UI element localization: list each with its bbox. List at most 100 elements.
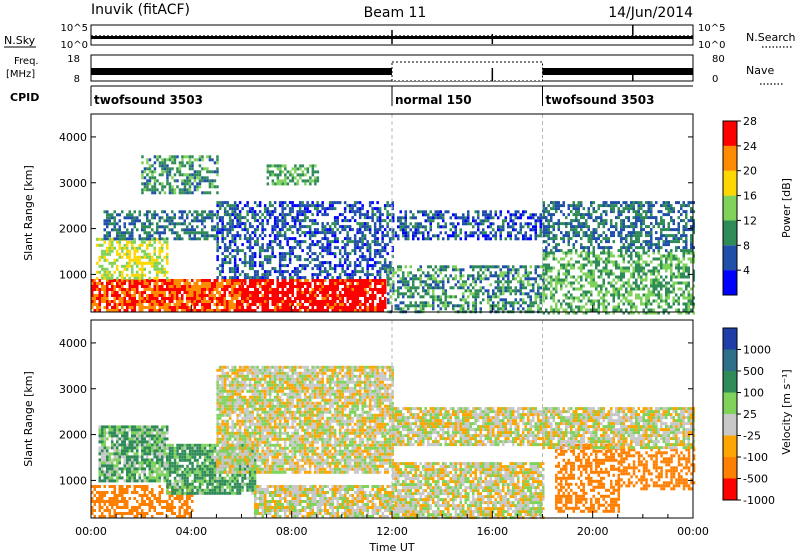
heat-cell-power-2 xyxy=(103,270,106,274)
heat-cell-power-7 xyxy=(504,237,507,241)
heat-cell-power-3 xyxy=(121,231,124,235)
heat-cell-power-1 xyxy=(241,306,244,309)
heat-cell-power-4 xyxy=(323,267,327,271)
heat-cell-power-0 xyxy=(143,288,146,291)
heat-cell-power-8 xyxy=(560,257,563,261)
heat-cell-power-8 xyxy=(547,251,550,255)
heat-cell-power-7 xyxy=(442,213,445,217)
heat-cell-power-4 xyxy=(331,276,334,280)
heat-cell-power-0 xyxy=(198,297,201,300)
heat-cell-power-3 xyxy=(118,231,121,235)
heat-cell-power-3 xyxy=(201,210,204,214)
heat-cell-power-9 xyxy=(645,201,648,205)
heat-cell-power-4 xyxy=(271,213,274,217)
heat-cell-power-4 xyxy=(348,237,352,241)
heat-cell-power-0 xyxy=(98,303,101,306)
heat-cell-power-4 xyxy=(238,213,242,217)
heat-cell-power-1 xyxy=(286,300,289,303)
heat-cell-power-7 xyxy=(429,222,432,226)
heat-cell-power-3 xyxy=(196,225,199,229)
heat-cell-power-10 xyxy=(146,167,149,171)
heat-cell-power-4 xyxy=(371,264,374,268)
heat-cell-power-4 xyxy=(361,222,364,226)
heat-cell-power-2 xyxy=(126,264,129,268)
heat-cell-power-9 xyxy=(567,234,570,238)
heat-cell-power-9 xyxy=(685,210,688,214)
heat-cell-power-4 xyxy=(358,246,362,250)
heat-cell-power-9 xyxy=(635,240,638,244)
heat-cell-power-4 xyxy=(373,261,377,265)
heat-cell-power-4 xyxy=(321,261,324,265)
heat-cell-power-7 xyxy=(529,213,532,217)
heat-cell-power-2 xyxy=(133,246,136,250)
heat-cell-power-0 xyxy=(208,306,211,309)
heat-cell-power-10 xyxy=(166,176,169,180)
heat-cell-power-2 xyxy=(106,249,109,253)
heat-cell-power-8 xyxy=(645,293,648,297)
heat-cell-power-8 xyxy=(550,293,553,297)
heat-cell-power-7 xyxy=(512,219,515,223)
heat-cell-power-8 xyxy=(670,260,673,264)
heat-cell-power-0 xyxy=(176,285,179,288)
heat-cell-power-4 xyxy=(358,231,362,235)
heat-cell-power-7 xyxy=(409,222,412,226)
heat-cell-power-1 xyxy=(349,285,352,288)
heat-cell-power-4 xyxy=(356,228,359,232)
heat-cell-power-0 xyxy=(196,282,199,285)
heat-cell-power-4 xyxy=(336,219,339,223)
heat-cell-power-4 xyxy=(358,264,362,268)
heat-cell-power-1 xyxy=(331,282,334,285)
heat-cell-power-5 xyxy=(304,179,307,183)
heat-cell-power-9 xyxy=(585,225,588,229)
heat-cell-power-4 xyxy=(363,225,367,229)
heat-cell-power-1 xyxy=(334,300,337,303)
heat-cell-power-6 xyxy=(472,304,475,308)
heat-cell-power-7 xyxy=(502,219,505,223)
heat-cell-power-3 xyxy=(186,216,189,220)
heat-cell-power-0 xyxy=(106,291,109,294)
heat-cell-power-8 xyxy=(617,308,620,312)
heat-cell-power-9 xyxy=(577,225,580,229)
heat-cell-power-7 xyxy=(529,216,532,220)
heat-cell-power-7 xyxy=(432,234,435,238)
heat-cell-power-1 xyxy=(314,282,317,285)
heat-cell-power-8 xyxy=(627,293,630,297)
heat-cell-power-9 xyxy=(690,201,693,205)
heat-cell-power-6 xyxy=(427,289,430,293)
heat-cell-power-9 xyxy=(632,222,635,226)
heat-cell-power-6 xyxy=(419,265,422,269)
heat-cell-power-9 xyxy=(667,201,670,205)
heat-cell-power-9 xyxy=(610,219,613,223)
heat-cell-power-6 xyxy=(494,265,497,269)
heat-cell-power-10 xyxy=(171,161,174,165)
heat-cell-power-3 xyxy=(133,219,136,223)
heat-cell-power-0 xyxy=(168,306,171,309)
heat-cell-power-8 xyxy=(665,290,668,294)
heat-cell-power-6 xyxy=(412,280,415,284)
heat-cell-power-1 xyxy=(271,291,274,294)
heat-cell-power-3 xyxy=(108,216,111,220)
heat-cell-power-4 xyxy=(303,210,307,214)
heat-cell-power-6 xyxy=(409,265,412,269)
heat-cell-power-3 xyxy=(131,222,134,226)
heat-cell-power-9 xyxy=(615,204,618,208)
heat-cell-power-7 xyxy=(454,231,457,235)
heat-cell-power-6 xyxy=(432,286,435,290)
heat-cell-power-6 xyxy=(487,289,490,293)
heat-cell-power-2 xyxy=(103,252,106,256)
heat-cell-power-4 xyxy=(311,201,314,205)
heat-cell-power-6 xyxy=(432,304,435,308)
heat-cell-power-9 xyxy=(657,240,660,244)
heat-cell-power-3 xyxy=(161,231,164,235)
heat-cell-power-0 xyxy=(91,294,94,297)
heat-cell-power-4 xyxy=(223,246,227,250)
heat-cell-power-3 xyxy=(111,213,114,217)
heat-cell-power-1 xyxy=(281,288,284,291)
heat-cell-power-8 xyxy=(650,278,653,282)
heat-cell-power-6 xyxy=(534,298,537,302)
heat-cell-power-8 xyxy=(682,296,685,300)
heat-cell-power-4 xyxy=(358,249,362,253)
heat-cell-power-7 xyxy=(527,216,530,220)
heat-cell-power-2 xyxy=(118,270,121,274)
heat-cell-power-7 xyxy=(419,231,422,235)
